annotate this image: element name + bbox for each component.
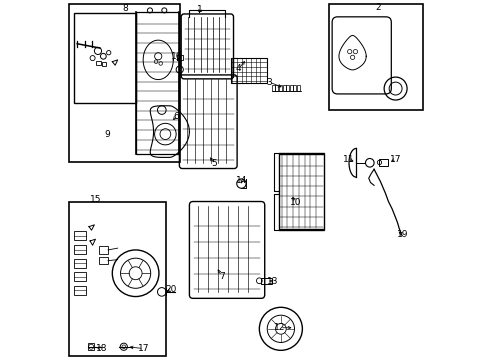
Bar [297, 85, 300, 91]
Bar [231, 58, 267, 83]
Bar [101, 62, 106, 66]
Text: 1: 1 [197, 5, 203, 14]
Text: 18: 18 [96, 344, 107, 353]
Bar [329, 4, 422, 110]
Bar [261, 278, 272, 284]
Bar [74, 258, 87, 267]
Bar [294, 85, 296, 91]
Text: 17: 17 [390, 155, 401, 164]
Text: 15: 15 [91, 195, 102, 204]
Text: 13: 13 [267, 276, 279, 285]
Text: 11: 11 [343, 155, 355, 164]
Bar [279, 153, 324, 230]
Bar [379, 159, 389, 166]
Text: 4: 4 [236, 64, 242, 73]
Text: 20: 20 [166, 285, 177, 294]
Bar [98, 257, 108, 264]
Bar [279, 85, 282, 91]
Text: 8: 8 [122, 4, 128, 13]
Text: 14: 14 [237, 176, 248, 185]
Text: 9: 9 [104, 130, 110, 139]
Bar [74, 272, 87, 281]
Text: 7: 7 [219, 271, 224, 280]
Bar [69, 202, 166, 356]
Bar [69, 4, 180, 162]
Text: 5: 5 [212, 159, 218, 168]
Text: 19: 19 [397, 230, 409, 239]
Text: 6: 6 [173, 112, 179, 121]
Text: 12: 12 [274, 323, 286, 332]
Bar [275, 85, 278, 91]
Bar [96, 60, 101, 64]
Bar [74, 231, 87, 240]
Bar [74, 286, 87, 295]
Bar [290, 85, 293, 91]
Bar [74, 13, 136, 103]
Text: 17: 17 [138, 344, 149, 353]
Text: 2: 2 [375, 3, 381, 12]
Bar [286, 85, 289, 91]
Text: 16: 16 [171, 53, 183, 62]
Bar [272, 85, 275, 91]
Bar [88, 343, 95, 350]
Bar [74, 245, 87, 254]
Bar [98, 246, 108, 253]
Text: 3: 3 [267, 78, 272, 87]
Bar [283, 85, 286, 91]
Text: 10: 10 [290, 198, 302, 207]
Bar [136, 12, 179, 154]
